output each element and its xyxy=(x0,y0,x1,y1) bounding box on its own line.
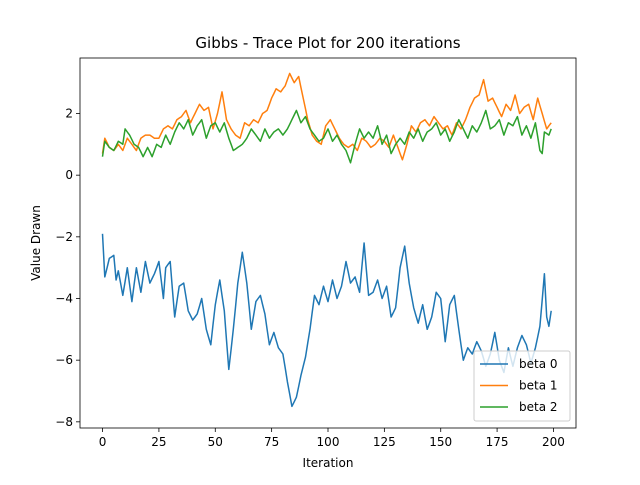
x-tick-label: 100 xyxy=(317,435,340,449)
x-tick-label: 0 xyxy=(99,435,107,449)
y-tick-label: −8 xyxy=(55,415,73,429)
chart-title: Gibbs - Trace Plot for 200 iterations xyxy=(195,34,460,52)
legend-label: beta 1 xyxy=(519,379,558,393)
legend: beta 0 beta 1 beta 2 xyxy=(473,350,571,422)
x-tick-label: 25 xyxy=(151,435,166,449)
x-tick-label: 200 xyxy=(542,435,565,449)
x-tick-label: 175 xyxy=(486,435,509,449)
legend-label: beta 0 xyxy=(519,357,558,371)
y-axis-label: Value Drawn xyxy=(29,205,43,281)
y-tick-label: −6 xyxy=(55,353,73,367)
x-axis-label: Iteration xyxy=(303,456,354,470)
y-tick-label: −4 xyxy=(55,292,73,306)
legend-box xyxy=(473,350,571,422)
series-line-beta-2 xyxy=(101,109,552,164)
y-tick-label: 2 xyxy=(65,107,73,121)
x-tick-label: 150 xyxy=(429,435,452,449)
x-axis-ticks: 0 25 50 75 100 125 150 175 200 xyxy=(99,428,565,449)
y-tick-label: −2 xyxy=(55,230,73,244)
y-axis-ticks: −8 −6 −4 −2 0 2 xyxy=(55,107,80,429)
series-line-beta-1 xyxy=(101,72,552,161)
legend-label: beta 2 xyxy=(519,400,558,414)
y-tick-label: 0 xyxy=(65,168,73,182)
series-line-beta-0 xyxy=(101,233,552,408)
x-tick-label: 125 xyxy=(373,435,396,449)
x-tick-label: 50 xyxy=(208,435,223,449)
plot-lines xyxy=(101,72,552,408)
x-tick-label: 75 xyxy=(264,435,279,449)
